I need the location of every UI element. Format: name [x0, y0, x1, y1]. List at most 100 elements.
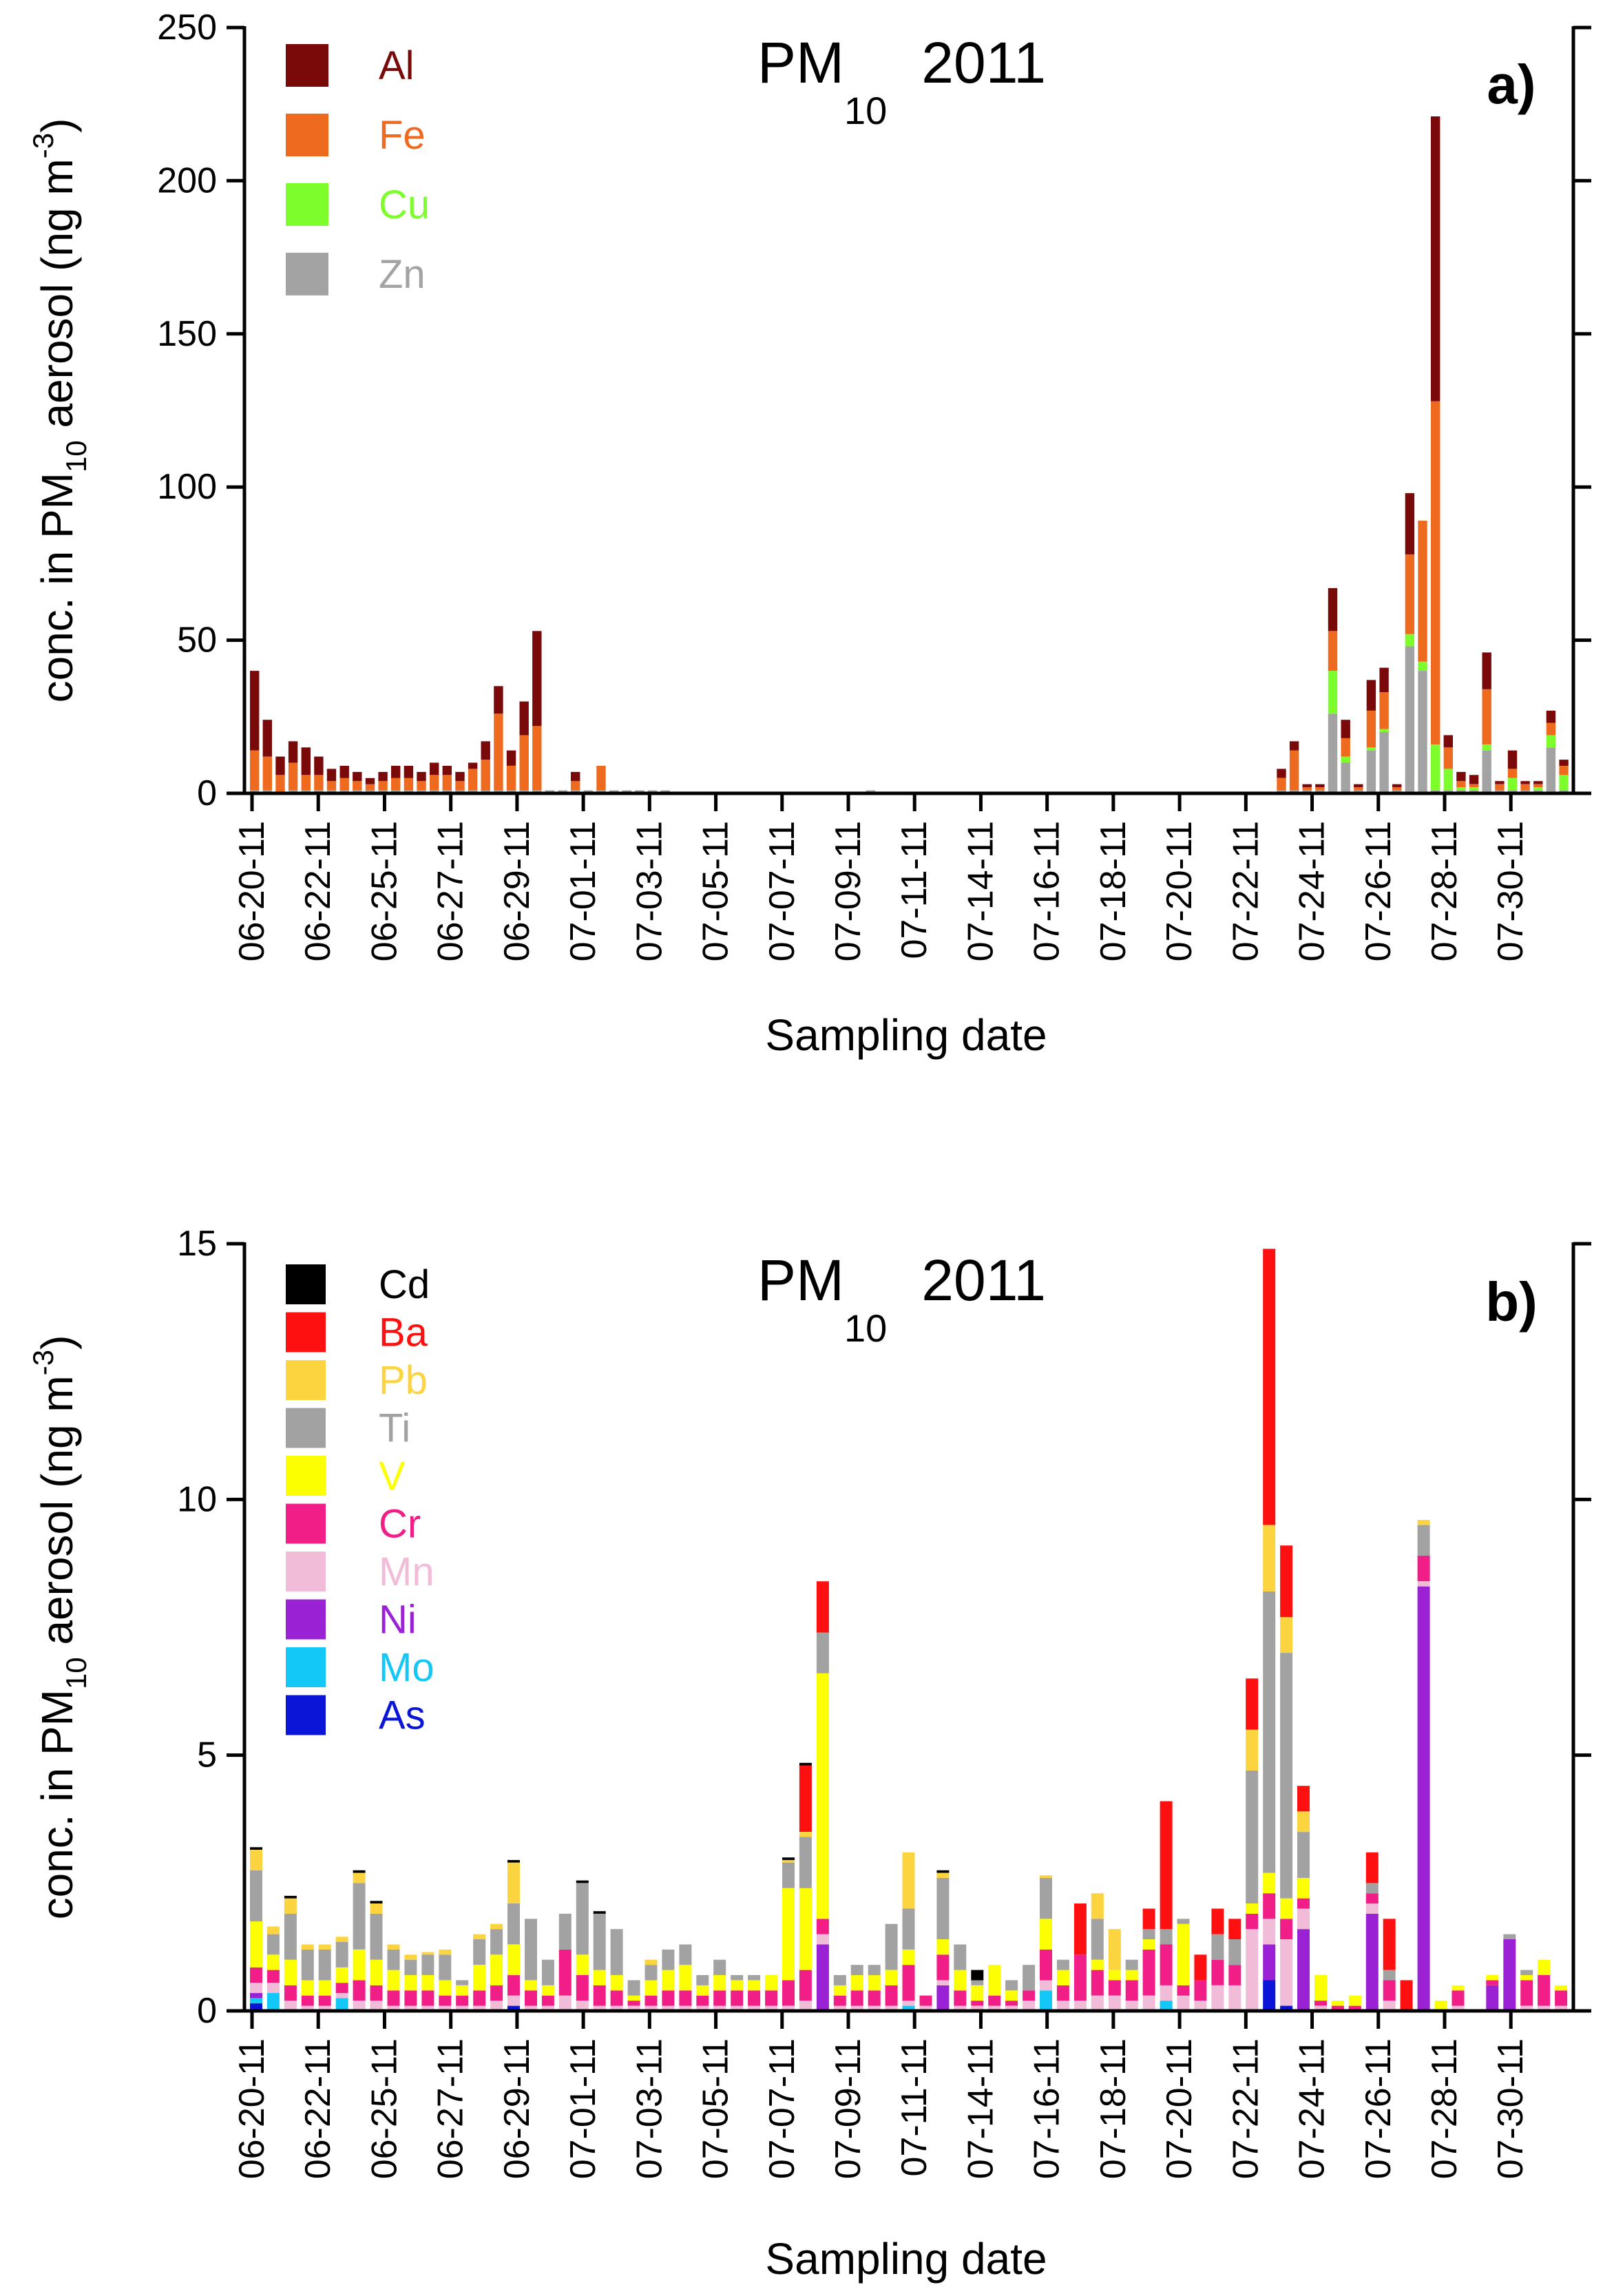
bar-V-19 [576, 1954, 589, 1975]
bar-Cd-40 [936, 1870, 950, 1873]
bar-Al-5 [314, 756, 324, 775]
bar-Al-93 [1443, 735, 1453, 748]
bar-Cr-17 [541, 1995, 554, 2006]
bar-Ti-20 [593, 1913, 606, 1970]
x-tick-label: 07-07-11 [762, 2038, 802, 2179]
bar-Cd-2 [284, 1895, 297, 1899]
bar-Mn-34 [833, 2005, 846, 2011]
x-tick-label: 06-22-11 [298, 2038, 338, 2179]
bar-V-6 [353, 1949, 366, 1981]
bar-Ti-42 [971, 1980, 984, 1985]
bar-V-37 [885, 1970, 898, 1985]
bar-Pb-32 [799, 1832, 812, 1837]
bar-V-4 [318, 1980, 331, 1996]
bar-Mn-52 [1142, 1995, 1155, 2011]
bar-Cr-29 [748, 1990, 761, 2006]
bar-Fe-90 [1405, 554, 1415, 634]
bar-V-28 [731, 1980, 744, 1991]
bar-Cr-40 [936, 1954, 950, 1981]
bar-Cr-74 [1520, 1980, 1533, 2006]
bar-V-33 [816, 1673, 829, 1919]
bar-V-3 [301, 1980, 314, 1996]
bar-Fe-25 [571, 781, 580, 791]
x-tick-label: 07-20-11 [1160, 821, 1199, 961]
bar-Fe-85 [1341, 738, 1350, 757]
x-tick-label: 07-11-11 [894, 821, 934, 959]
bar-V-23 [644, 1980, 658, 1996]
bar-Mo-0 [250, 1998, 262, 2003]
bar-Cr-28 [731, 1990, 744, 2006]
bar-Cr-12 [456, 1995, 469, 2006]
bar-Cr-60 [1280, 1919, 1293, 1939]
bar-Cr-41 [954, 1990, 967, 2006]
bar-Al-82 [1302, 784, 1312, 788]
legend-label-Fe: Fe [379, 113, 426, 158]
bar-Fe-19 [494, 713, 503, 791]
bar-Fe-88 [1379, 692, 1389, 729]
bar-Mn-39 [919, 2005, 932, 2011]
bar-Ti-19 [576, 1883, 589, 1955]
bar-Ni-59 [1263, 1944, 1276, 1981]
bar-Cr-61 [1297, 1898, 1310, 1909]
bar-V-13 [473, 1965, 486, 1991]
bar-Ti-40 [936, 1877, 950, 1939]
bar-Mo-46 [1040, 1990, 1052, 2011]
bar-Ba-32 [799, 1765, 812, 1832]
legend-label-Pb: Pb [379, 1358, 428, 1403]
bar-Mn-10 [421, 2005, 434, 2011]
bar-Al-18 [481, 741, 490, 760]
legend-swatch-Al [286, 44, 328, 87]
bar-Cr-63 [1331, 2005, 1344, 2011]
bar-Al-83 [1315, 784, 1325, 788]
bar-Ti-14 [490, 1929, 503, 1955]
bar-Fe-80 [1277, 777, 1286, 791]
bar-Ti-18 [558, 1913, 572, 1950]
bar-Mn-17 [541, 2005, 554, 2011]
bar-Ti-56 [1211, 1934, 1224, 1960]
bar-Ti-32 [799, 1837, 812, 1888]
legend-swatch-Cu [286, 183, 328, 226]
bar-Mn-60 [1280, 1939, 1293, 2006]
bar-Pb-9 [404, 1954, 417, 1960]
bar-Al-1 [262, 720, 272, 757]
bar-V-60 [1280, 1898, 1293, 1919]
bar-Pb-2 [284, 1898, 297, 1914]
x-tick-label: 07-28-11 [1425, 821, 1465, 961]
bar-Fe-91 [1418, 521, 1427, 662]
chart-title: PM102011 [757, 30, 1046, 132]
bar-Fe-7 [339, 777, 349, 791]
bar-Mn-74 [1520, 2005, 1533, 2011]
bar-Al-95 [1469, 775, 1479, 784]
bar-Pb-8 [387, 1944, 400, 1950]
bar-V-29 [748, 1980, 761, 1991]
bar-Mn-65 [1365, 1903, 1379, 1914]
x-tick-label: 07-07-11 [762, 821, 802, 961]
x-tick-label: 07-11-11 [894, 2038, 934, 2176]
x-tick-label: 07-03-11 [629, 2038, 669, 2179]
bar-Mo-1 [266, 1993, 280, 2011]
bar-Mn-29 [748, 2005, 761, 2011]
bar-V-25 [679, 1965, 692, 1991]
bar-Fe-22 [532, 726, 542, 791]
bar-Fe-14 [430, 775, 439, 791]
bar-Mn-51 [1125, 2001, 1138, 2011]
x-tick-label: 07-05-11 [696, 2038, 736, 2179]
bar-Fe-99 [1520, 784, 1530, 791]
bar-Ti-65 [1365, 1883, 1379, 1894]
bar-Cr-27 [713, 1990, 726, 2006]
bar-Ti-45 [1023, 1965, 1036, 1991]
bar-V-7 [370, 1959, 383, 1985]
bar-V-69 [1434, 2001, 1447, 2011]
bar-Al-102 [1559, 760, 1569, 766]
bar-Ba-48 [1073, 1903, 1087, 1955]
bar-Mn-41 [954, 2005, 967, 2011]
bar-Fe-15 [442, 775, 452, 791]
y-axis-label-part: aerosol (ng m [32, 158, 82, 440]
bar-Fe-96 [1482, 689, 1491, 744]
bar-Ti-8 [387, 1949, 400, 1970]
bar-Fe-3 [288, 762, 298, 791]
bar-Pb-61 [1297, 1811, 1310, 1833]
bar-Al-84 [1328, 588, 1338, 632]
bar-Mn-19 [576, 2001, 589, 2011]
y-axis-label-part: ) [32, 118, 82, 133]
